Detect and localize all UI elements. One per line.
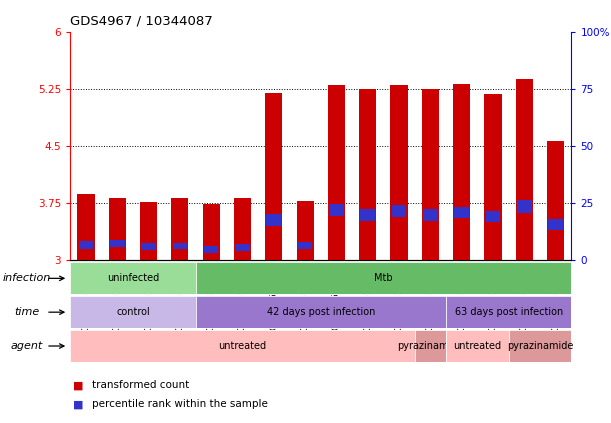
Bar xyxy=(455,207,469,218)
Bar xyxy=(390,85,408,260)
Bar xyxy=(204,247,219,253)
Text: GDS4967 / 10344087: GDS4967 / 10344087 xyxy=(70,15,213,28)
Bar xyxy=(486,212,500,222)
Text: 63 days post infection: 63 days post infection xyxy=(455,307,563,317)
Bar xyxy=(548,219,563,230)
Text: untreated: untreated xyxy=(453,341,502,351)
Bar xyxy=(516,79,533,260)
Text: agent: agent xyxy=(10,341,43,351)
Text: pyrazinamide: pyrazinamide xyxy=(507,341,573,351)
Bar xyxy=(423,209,437,220)
Bar xyxy=(234,198,251,260)
Bar xyxy=(110,239,125,247)
Text: uninfected: uninfected xyxy=(107,273,159,283)
Bar xyxy=(328,85,345,260)
Bar xyxy=(547,140,564,260)
Text: transformed count: transformed count xyxy=(92,380,189,390)
Text: control: control xyxy=(116,307,150,317)
Bar xyxy=(392,205,406,217)
Text: pyrazinamide: pyrazinamide xyxy=(397,341,464,351)
Bar xyxy=(453,84,470,260)
Bar xyxy=(517,200,532,213)
Bar xyxy=(78,194,95,260)
Bar xyxy=(359,89,376,260)
Text: Mtb: Mtb xyxy=(374,273,393,283)
Bar xyxy=(140,202,157,260)
Text: 42 days post infection: 42 days post infection xyxy=(266,307,375,317)
Bar xyxy=(422,89,439,260)
Bar xyxy=(235,244,250,251)
Bar xyxy=(485,94,502,260)
Bar xyxy=(298,242,312,250)
Text: percentile rank within the sample: percentile rank within the sample xyxy=(92,399,268,409)
Bar xyxy=(266,214,281,226)
Text: ■: ■ xyxy=(73,399,84,409)
Text: untreated: untreated xyxy=(218,341,266,351)
Bar xyxy=(203,204,220,260)
Bar xyxy=(296,201,313,260)
Bar xyxy=(141,243,156,250)
Text: infection: infection xyxy=(2,273,51,283)
Bar xyxy=(329,204,344,216)
Text: time: time xyxy=(14,307,39,317)
Bar xyxy=(171,198,188,260)
Bar xyxy=(265,93,282,260)
Bar xyxy=(360,209,375,220)
Bar xyxy=(172,243,187,250)
Text: ■: ■ xyxy=(73,380,84,390)
Bar xyxy=(79,241,93,249)
Bar xyxy=(109,198,126,260)
